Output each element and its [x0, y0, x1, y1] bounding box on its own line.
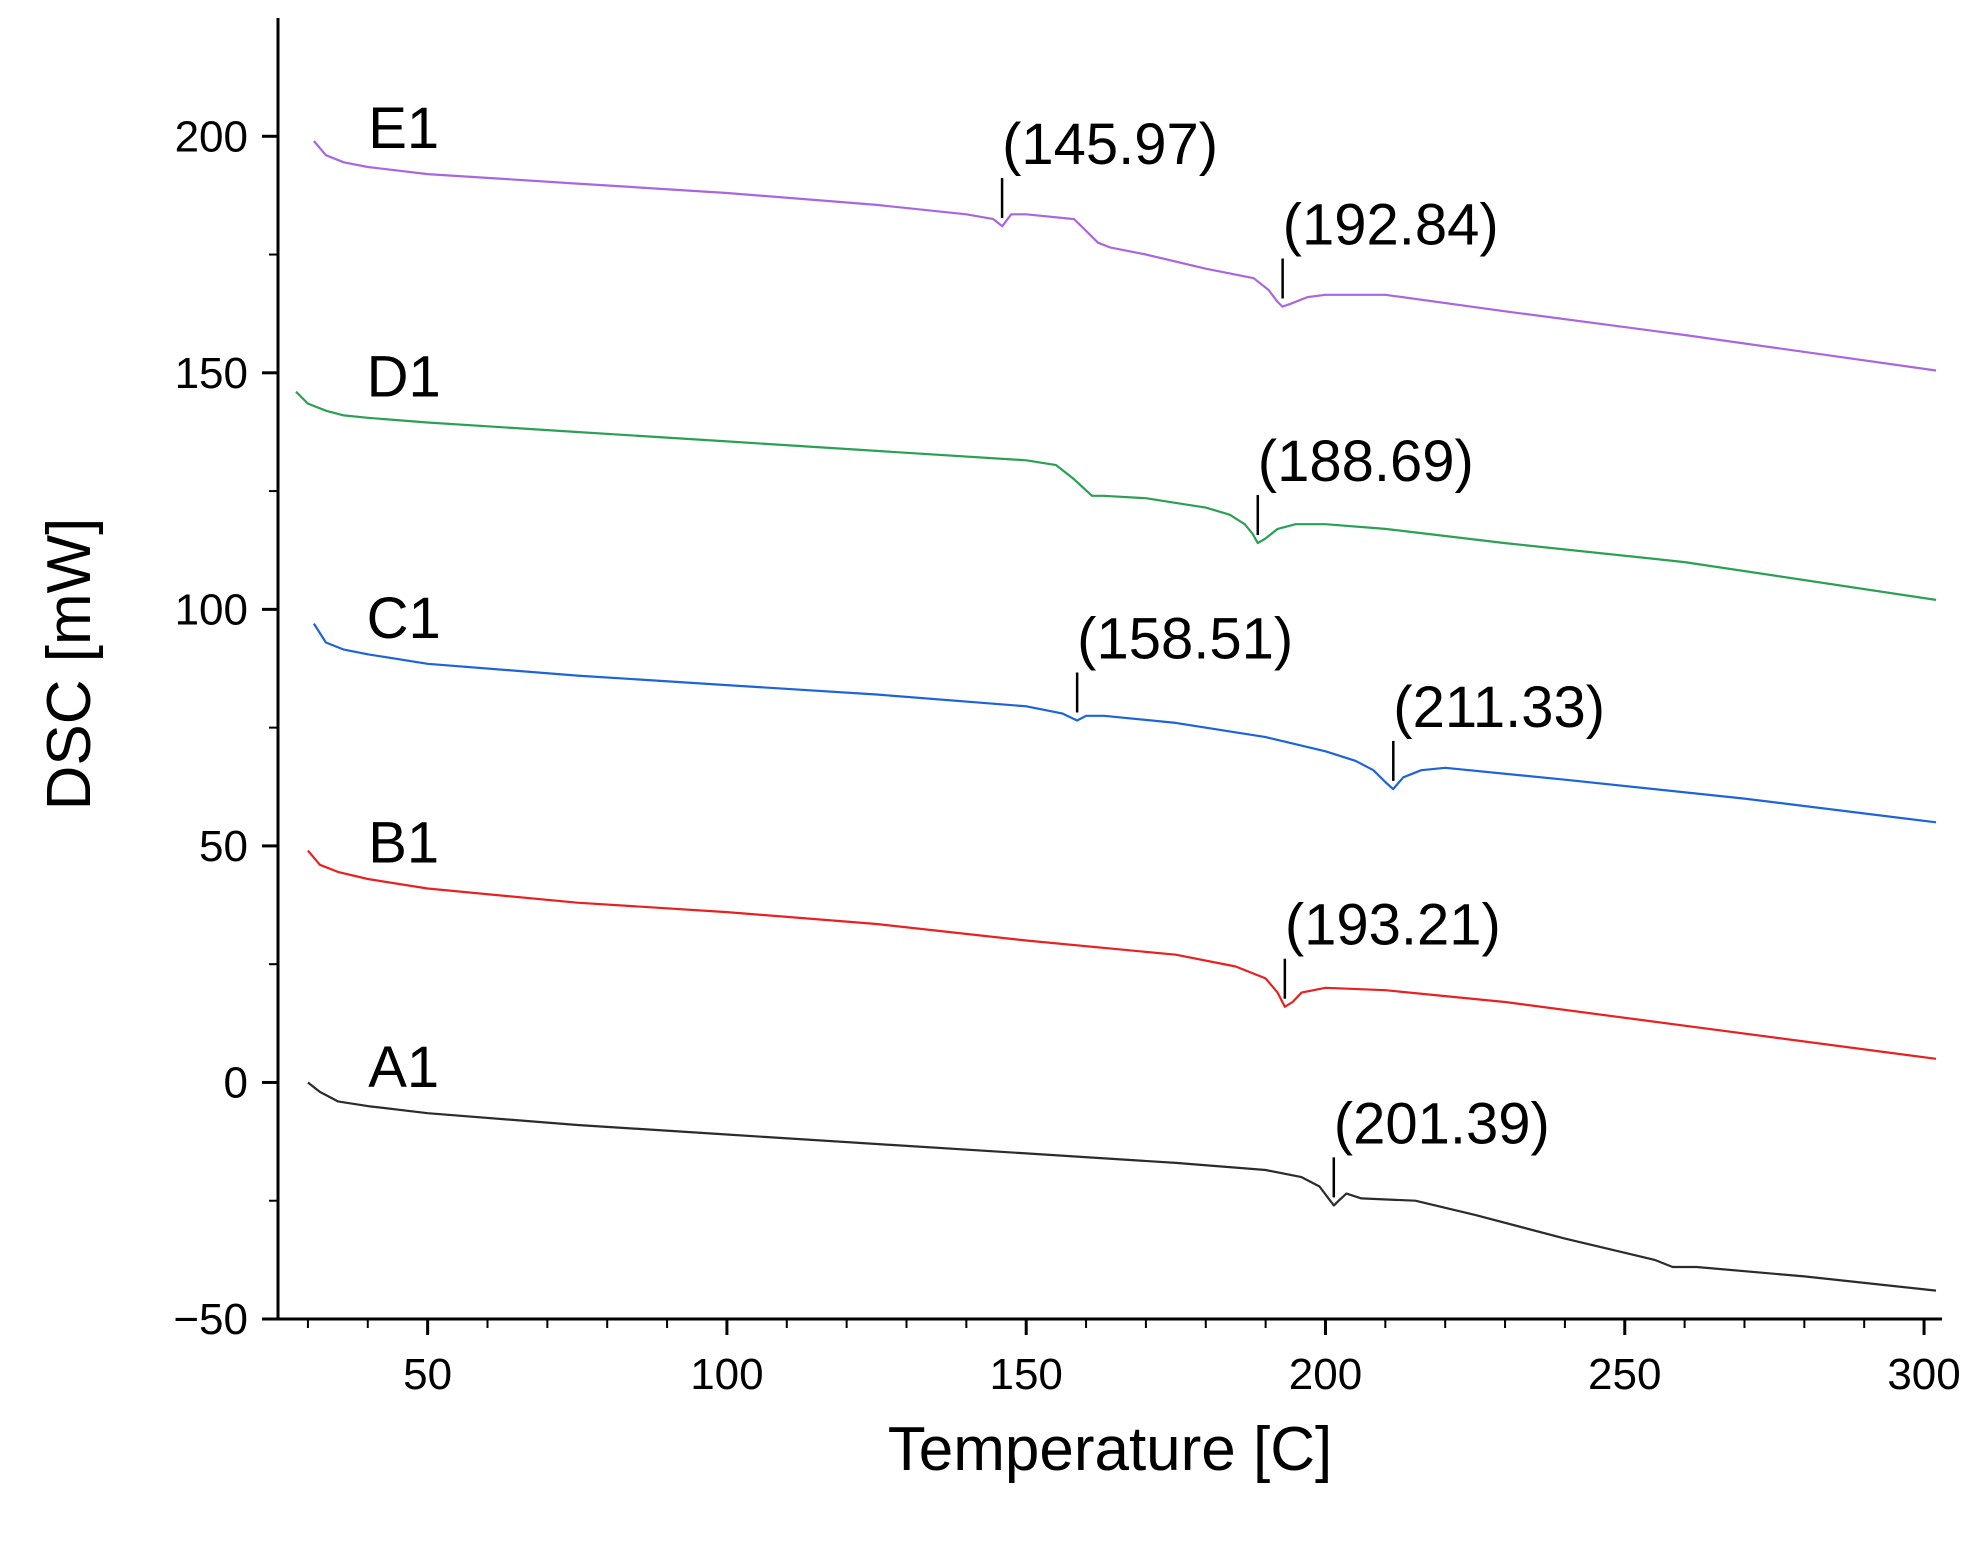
x-tick-label: 150: [989, 1350, 1062, 1399]
peak-label-a1-0: (201.39): [1334, 1091, 1550, 1156]
x-tick-label: 200: [1289, 1350, 1362, 1399]
x-tick-label: 250: [1588, 1350, 1661, 1399]
x-tick-label: 300: [1887, 1350, 1960, 1399]
series-layer: [295, 140, 1937, 1292]
axes-layer: −50 0 50 100 150 200 50 100 150 200 250 300: [173, 18, 1961, 1399]
series-label-a1: A1: [368, 1035, 439, 1100]
series-label-b1: B1: [368, 810, 439, 875]
x-axis-title: Temperature [C]: [888, 1415, 1333, 1484]
peak-label-e1-1: (192.84): [1283, 193, 1499, 258]
y-tick-label: −50: [173, 1295, 248, 1344]
peak-label-c1-0: (158.51): [1077, 607, 1293, 672]
y-axis-title: DSC [mW]: [35, 518, 104, 811]
series-line-c1: [312, 623, 1937, 824]
y-tick-label: 150: [175, 349, 248, 398]
series-line-d1: [295, 390, 1937, 601]
series-label-d1: D1: [367, 344, 441, 409]
series-line-a1: [307, 1081, 1937, 1292]
peak-label-c1-1: (211.33): [1393, 675, 1605, 740]
series-label-e1: E1: [368, 96, 439, 161]
peak-label-b1-0: (193.21): [1285, 893, 1501, 958]
x-tick-label: 100: [690, 1350, 763, 1399]
y-tick-label: 100: [175, 585, 248, 634]
x-tick-label: 50: [403, 1350, 452, 1399]
series-label-c1: C1: [367, 586, 441, 651]
peak-label-e1-0: (145.97): [1002, 112, 1218, 177]
y-tick-label: 0: [224, 1058, 248, 1107]
series-line-e1: [313, 140, 1937, 372]
series-line-b1: [307, 849, 1937, 1060]
peak-label-d1-0: (188.69): [1258, 429, 1474, 494]
y-tick-label: 50: [199, 822, 248, 871]
y-tick-label: 200: [175, 112, 248, 161]
annotation-layer: A1 (201.39) B1 (193.21) C1 (158.51) (211.33) D1…: [367, 96, 1605, 1198]
